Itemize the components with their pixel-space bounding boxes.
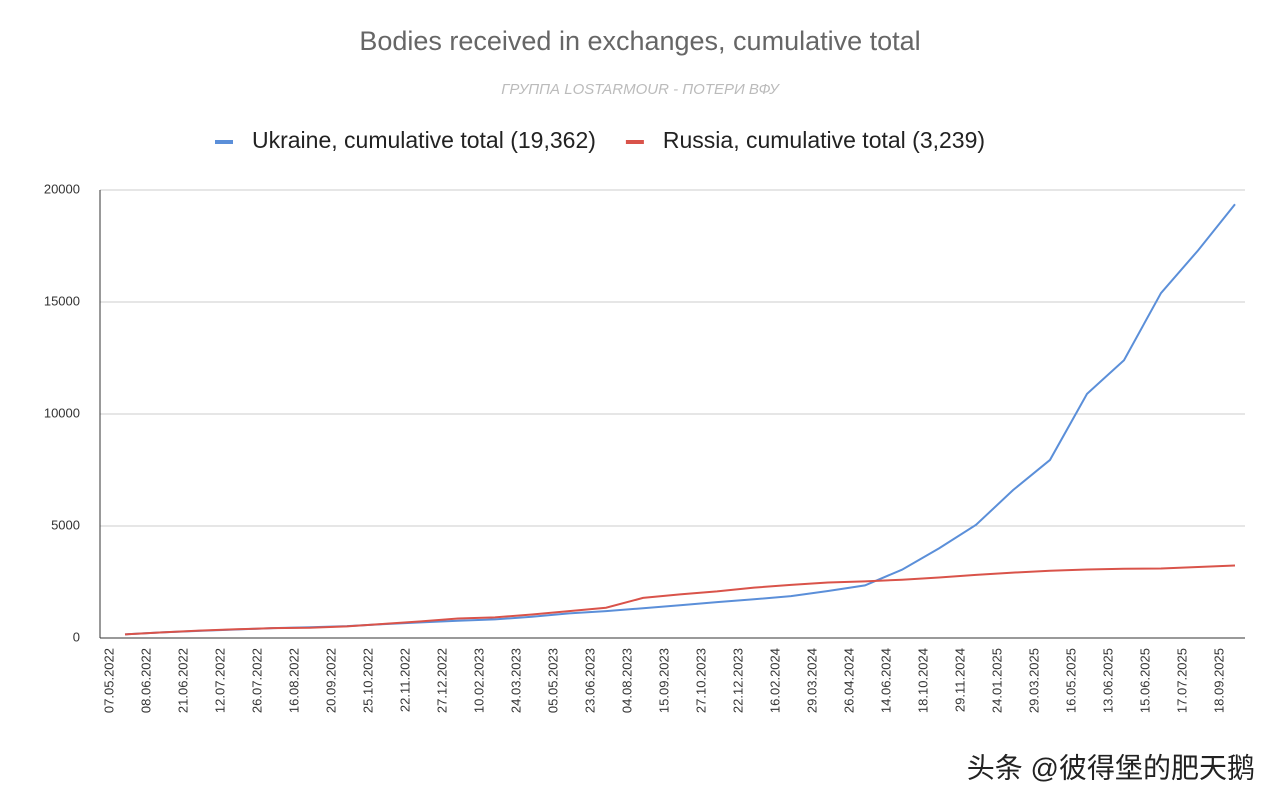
x-tick-label: 04.08.2023 bbox=[619, 648, 634, 713]
x-tick-label: 26.04.2024 bbox=[841, 648, 856, 713]
x-tick-label: 18.10.2024 bbox=[915, 648, 930, 713]
x-tick-label: 23.06.2023 bbox=[582, 648, 597, 713]
x-tick-label: 10.02.2023 bbox=[471, 648, 486, 713]
x-tick-label: 22.11.2022 bbox=[397, 648, 412, 712]
x-tick-label: 20.09.2022 bbox=[323, 648, 338, 713]
watermark: 头条 @彼得堡的肥天鹅 bbox=[967, 752, 1255, 783]
x-tick-label: 15.09.2023 bbox=[656, 648, 671, 713]
x-tick-label: 13.06.2025 bbox=[1100, 648, 1115, 713]
x-tick-label: 21.06.2022 bbox=[175, 648, 190, 713]
x-tick-label: 08.06.2022 bbox=[138, 648, 153, 713]
y-tick-label: 5000 bbox=[51, 517, 80, 532]
x-tick-label: 29.11.2024 bbox=[952, 648, 967, 712]
y-tick-label: 20000 bbox=[44, 181, 80, 196]
y-tick-label: 0 bbox=[73, 629, 80, 644]
x-tick-label: 18.09.2025 bbox=[1211, 648, 1226, 713]
x-tick-label: 12.07.2022 bbox=[212, 648, 227, 713]
x-tick-label: 15.06.2025 bbox=[1137, 648, 1152, 713]
legend-label: Ukraine, cumulative total (19,362) bbox=[252, 127, 596, 153]
x-tick-label: 27.10.2023 bbox=[693, 648, 708, 713]
x-tick-label: 14.06.2024 bbox=[878, 648, 893, 713]
chart-subtitle: ГРУППА LOSTARMOUR - ПОТЕРИ ВФУ bbox=[501, 81, 780, 98]
x-tick-label: 26.07.2022 bbox=[249, 648, 264, 713]
x-tick-label: 29.03.2024 bbox=[804, 648, 819, 713]
x-tick-label: 17.07.2025 bbox=[1174, 648, 1189, 713]
legend-label: Russia, cumulative total (3,239) bbox=[663, 127, 985, 153]
x-tick-label: 05.05.2023 bbox=[545, 648, 560, 713]
x-tick-label: 24.01.2025 bbox=[989, 648, 1004, 713]
x-tick-label: 07.05.2022 bbox=[101, 648, 116, 713]
series-line bbox=[124, 564, 1236, 636]
x-tick-label: 29.03.2025 bbox=[1026, 648, 1041, 713]
x-tick-label: 25.10.2022 bbox=[360, 648, 375, 713]
chart-title: Bodies received in exchanges, cumulative… bbox=[359, 26, 920, 56]
y-tick-label: 10000 bbox=[44, 405, 80, 420]
y-tick-label: 15000 bbox=[44, 293, 80, 308]
x-tick-label: 16.02.2024 bbox=[767, 648, 782, 713]
x-tick-label: 16.08.2022 bbox=[286, 648, 301, 713]
x-tick-label: 24.03.2023 bbox=[508, 648, 523, 713]
x-tick-label: 22.12.2023 bbox=[730, 648, 745, 713]
x-tick-label: 16.05.2025 bbox=[1063, 648, 1078, 713]
x-tick-label: 27.12.2022 bbox=[434, 648, 449, 713]
